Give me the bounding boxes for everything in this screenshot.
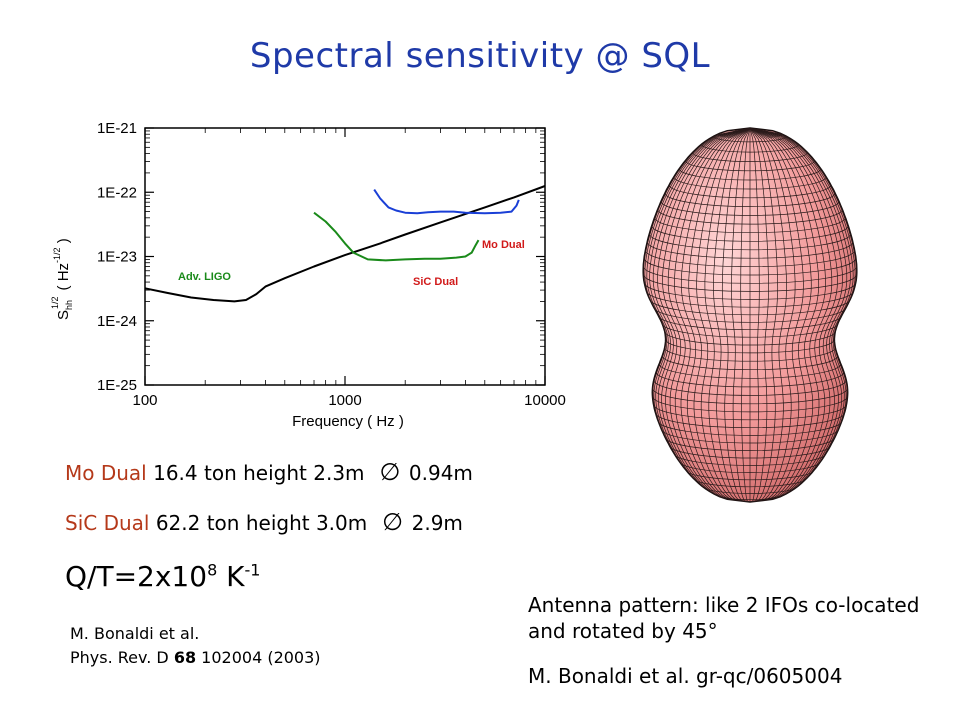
series-line-adv-ligo [144, 185, 546, 303]
mesh-meridian [749, 128, 851, 502]
mesh-meridian [749, 128, 826, 502]
mesh-meridian [749, 128, 838, 502]
mesh-meridian [652, 128, 751, 502]
y-tick-label: 1E-24 [97, 313, 137, 330]
spec-row-sic-dual: SiC Dual 62.2 ton height 3.0m ∅ 2.9m [65, 508, 463, 536]
mesh-meridian [667, 128, 751, 502]
y-axis-ticks: 1E-21 1E-22 1E-23 1E-24 1E-25 [97, 120, 545, 394]
sensitivity-chart: 1E-21 1E-22 1E-23 1E-24 1E-25 100 1000 10000 A… [50, 120, 566, 430]
mesh-meridian [674, 128, 751, 502]
mesh-meridian [657, 128, 751, 502]
mesh-meridian [749, 128, 843, 502]
mesh-meridian [749, 128, 796, 502]
y-axis-title: Shh1/2( Hz-1/2 ) [50, 238, 74, 320]
mesh-meridian [649, 128, 751, 502]
curve-labels: Adv. LIGO SiC Dual Mo Dual [178, 239, 525, 288]
antenna-pattern-figure [642, 127, 858, 503]
mesh-meridian [749, 128, 804, 502]
y-tick-label: 1E-25 [97, 377, 137, 394]
spec-height: height 3.0m [245, 511, 368, 535]
reference-authors: M. Bonaldi et al. [70, 624, 200, 643]
q-over-t: Q/T=2x108 K-1 [65, 560, 261, 593]
reference-grqc: M. Bonaldi et al. gr-qc/0605004 [528, 664, 843, 688]
spec-name: Mo Dual [65, 461, 147, 485]
x-axis-title: Frequency ( Hz ) [292, 413, 404, 430]
spec-height: height 2.3m [243, 461, 365, 485]
antenna-mesh [643, 128, 857, 502]
mesh-meridian [749, 128, 760, 502]
mesh-meridian [749, 128, 833, 502]
spec-diameter: 0.94m [408, 461, 473, 485]
series-line-sic-dual [313, 211, 480, 262]
x-tick-label: 10000 [524, 392, 566, 409]
reference-journal: Phys. Rev. D 68 102004 (2003) [70, 648, 321, 667]
slide-title: Spectral sensitivity @ SQL [249, 36, 711, 76]
series-line-mo-dual [373, 189, 520, 215]
mesh-meridian [749, 128, 848, 502]
spec-mass: 16.4 ton [153, 461, 237, 485]
diameter-symbol: ∅ [379, 458, 401, 486]
series-label-adv-ligo: Adv. LIGO [178, 271, 231, 283]
mesh-meridian [731, 128, 751, 502]
spec-row-mo-dual: Mo Dual 16.4 ton height 2.3m ∅ 0.94m [65, 458, 473, 486]
mesh-meridian [646, 128, 751, 502]
series-label-mo-dual: Mo Dual [482, 239, 525, 251]
mesh-meridian [740, 128, 751, 502]
mesh-meridian [680, 128, 751, 502]
y-tick-label: 1E-23 [97, 249, 137, 266]
spec-name: SiC Dual [65, 511, 150, 535]
mesh-meridian [749, 128, 812, 502]
x-axis-ticks: 100 1000 10000 [132, 128, 566, 409]
x-tick-label: 100 [132, 392, 157, 409]
mesh-meridian [749, 128, 854, 502]
mesh-meridian [721, 128, 751, 502]
plot-frame [144, 127, 546, 386]
spec-mass: 62.2 ton [155, 511, 240, 535]
mesh-meridian [688, 128, 751, 502]
mesh-meridian [749, 128, 769, 502]
mesh-meridian [749, 128, 779, 502]
x-tick-label: 1000 [328, 392, 361, 409]
curves [144, 185, 546, 303]
mesh-meridian [696, 128, 751, 502]
mesh-meridian [713, 128, 751, 502]
y-tick-label: 1E-22 [97, 184, 137, 201]
spec-diameter: 2.9m [411, 511, 463, 535]
mesh-meridian [662, 128, 751, 502]
mesh-meridian [749, 128, 820, 502]
mesh-meridian [749, 128, 787, 502]
diameter-symbol: ∅ [382, 508, 404, 536]
y-tick-label: 1E-21 [97, 120, 137, 137]
series-label-sic-dual: SiC Dual [413, 276, 458, 288]
mesh-meridian [704, 128, 751, 502]
reference-prd: M. Bonaldi et al. Phys. Rev. D 68 102004… [70, 622, 321, 670]
antenna-caption: Antenna pattern: like 2 IFOs co-located … [528, 593, 920, 643]
mesh-meridian [749, 128, 856, 502]
